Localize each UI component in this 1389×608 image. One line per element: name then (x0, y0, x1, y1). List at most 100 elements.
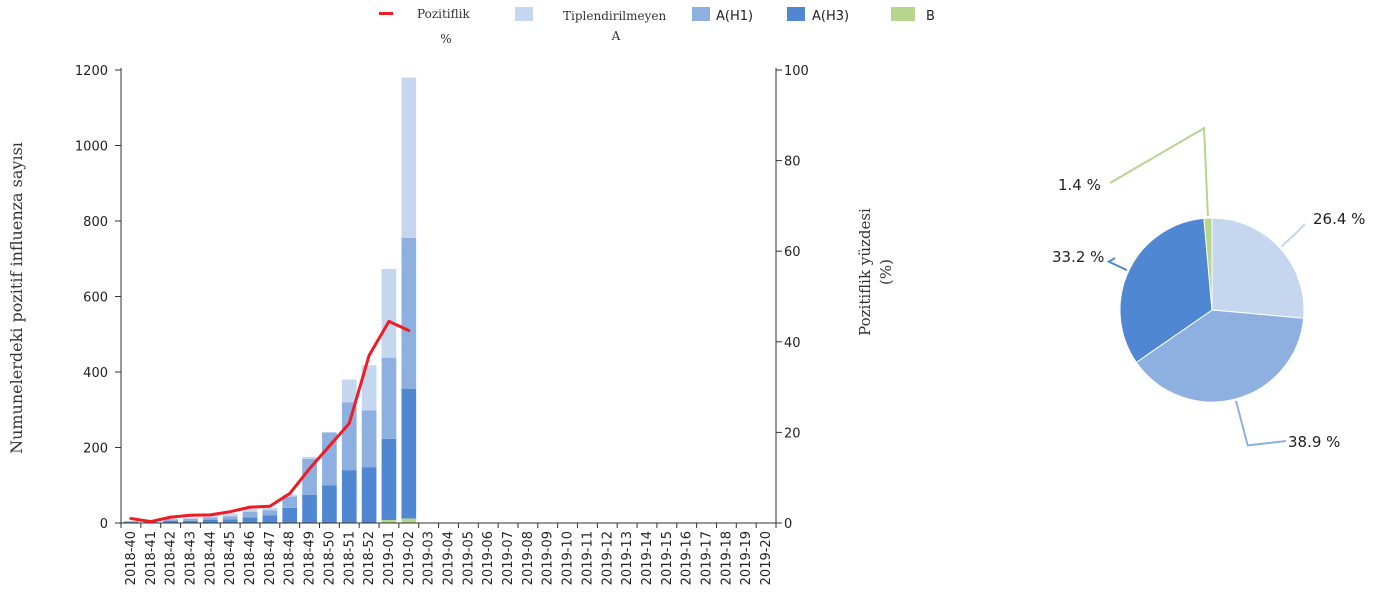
bar-h3-2018-43 (183, 520, 198, 523)
legend-label-2: A(H1) (716, 9, 753, 24)
legend-label-4: B (926, 9, 935, 24)
x-tick-label-2018-47: 2018-47 (263, 531, 278, 585)
legend-label-positivity: Pozitiflik (417, 7, 470, 21)
pie-label-3: 1.4 % (1058, 176, 1101, 194)
x-tick-label-2018-50: 2018-50 (322, 531, 337, 585)
bar-h3-2018-51 (341, 470, 357, 523)
positivity-point-2018-50 (328, 444, 331, 448)
weekly-influenza-bar-chart: 0 200 400 600 800 1000 1200 0 20 40 60 80 100 2018-40… (7, 64, 895, 585)
bar-untyped-2018-43 (183, 517, 198, 519)
legend-swatch-2 (692, 7, 710, 21)
x-tick-label-2018-49: 2018-49 (303, 531, 318, 585)
y-tick-label-1000: 1000 (75, 140, 108, 155)
bar-h3-2018-49 (302, 494, 317, 523)
legend-swatch-4 (891, 7, 915, 21)
bar-b-2019-01 (381, 519, 397, 523)
x-tick-label-2018-43: 2018-43 (183, 531, 198, 585)
pie-leader-3 (1109, 126, 1209, 217)
bar-untyped-2019-01 (381, 268, 397, 358)
bar-h3-2018-48 (282, 507, 298, 523)
x-tick-label-2019-03: 2019-03 (422, 531, 437, 585)
bar-untyped-2018-42 (163, 518, 178, 520)
bar-h1-2018-52 (361, 410, 377, 468)
y-tick-label-0: 0 (100, 517, 108, 532)
bar-h1-2018-46 (242, 511, 258, 518)
positivity-point-2019-02 (407, 329, 410, 332)
bar-h1-2018-40 (123, 521, 139, 522)
y2-axis-label-line2: (%) (877, 259, 895, 285)
subtype-pie-chart: 26.4 % 38.9 % 33.2 % 1.4 % (1052, 126, 1365, 451)
bar-h1-2018-48 (282, 496, 298, 508)
bar-h3-2018-44 (202, 519, 218, 523)
bar-h1-2018-43 (183, 518, 198, 521)
positivity-point-2018-49 (308, 467, 311, 470)
pie-label-1: 38.9 % (1288, 433, 1340, 451)
positivity-point-2018-48 (288, 492, 291, 495)
bar-untyped-2018-52 (361, 365, 377, 411)
bar-h3-2018-47 (262, 515, 278, 523)
pie-slice-2 (1119, 217, 1213, 364)
bar-h3-2019-01 (381, 438, 397, 520)
chart-legend: Pozitiflik% Tiplendirilmeyen A A(H1) A(H3) B (379, 7, 935, 46)
x-tick-label-2019-06: 2019-06 (481, 531, 496, 585)
y2-tick-label-100: 100 (784, 64, 809, 79)
y2-axis-label-line1: Pozitiflik yüzdesi (856, 208, 874, 336)
x-tick-label-2019-17: 2019-17 (700, 531, 715, 585)
y-tick-label-1200: 1200 (75, 64, 108, 79)
legend-label-3: A(H3) (812, 9, 849, 24)
positivity-point-2018-43 (189, 514, 192, 517)
positivity-line-layer (129, 319, 411, 524)
bar-untyped-2019-02 (401, 77, 417, 238)
x-tick-label-2018-44: 2018-44 (203, 531, 218, 585)
bar-untyped-2018-47 (262, 507, 278, 511)
bar-h1-2019-02 (401, 237, 417, 389)
bar-h3-2018-50 (322, 485, 337, 523)
y-tick-label-200: 200 (83, 442, 108, 457)
bar-untyped-2018-49 (302, 456, 317, 459)
bar-untyped-2018-45 (222, 513, 238, 517)
bar-h1-2018-47 (262, 510, 278, 516)
positivity-point-2018-46 (248, 505, 252, 509)
x-tick-label-2019-14: 2019-14 (640, 531, 655, 585)
bar-h1-2018-51 (341, 402, 357, 471)
x-tick-label-2019-10: 2019-10 (561, 531, 576, 585)
x-tick-label-2019-05: 2019-05 (461, 531, 476, 585)
bar-h3-2018-45 (222, 519, 238, 523)
bar-untyped-2018-44 (202, 515, 218, 518)
y-axis-label: Numunelerdeki pozitif influenza sayısı (7, 142, 26, 454)
pie-slice-0 (1211, 217, 1305, 319)
positivity-point-2018-47 (268, 505, 272, 508)
positivity-point-2018-41 (149, 520, 152, 523)
x-tick-label-2019-16: 2019-16 (680, 531, 695, 585)
x-tick-label-2019-08: 2019-08 (521, 531, 536, 585)
y-tick-label-800: 800 (83, 215, 108, 230)
x-tick-label-2019-09: 2019-09 (541, 531, 556, 585)
bar-h3-2018-40 (123, 521, 139, 523)
pie-leader-1 (1235, 400, 1287, 447)
y2-tick-label-80: 80 (784, 155, 801, 170)
pie-slice-3 (1203, 217, 1213, 311)
bar-h3-2018-42 (163, 520, 178, 523)
positivity-point-2018-51 (348, 422, 351, 425)
positivity-point-2018-52 (367, 354, 371, 357)
bar-stacks (123, 77, 417, 523)
x-tick-label-2019-15: 2019-15 (660, 531, 675, 585)
pie-leader-0 (1280, 223, 1306, 248)
bar-b-2019-02 (401, 518, 417, 523)
positivity-point-2018-45 (228, 510, 232, 513)
pie-leader-2 (1106, 257, 1128, 272)
bar-untyped-2018-48 (282, 494, 298, 497)
x-tick-label-2019-11: 2019-11 (580, 531, 595, 585)
pie-label-2: 33.2 % (1052, 248, 1104, 266)
bar-untyped-2018-51 (341, 379, 357, 403)
legend-label-positivity-line2: % (440, 32, 451, 46)
positivity-point-2019-01 (387, 320, 391, 323)
pie-slice-1 (1135, 309, 1305, 403)
bar-h1-2018-49 (302, 458, 317, 495)
x-tick-label-2019-02: 2019-02 (402, 531, 417, 585)
y-tick-label-400: 400 (83, 366, 108, 381)
y2-tick-label-60: 60 (784, 245, 801, 260)
x-tick-label-2018-46: 2018-46 (243, 531, 258, 585)
bar-untyped-2018-46 (242, 508, 258, 512)
